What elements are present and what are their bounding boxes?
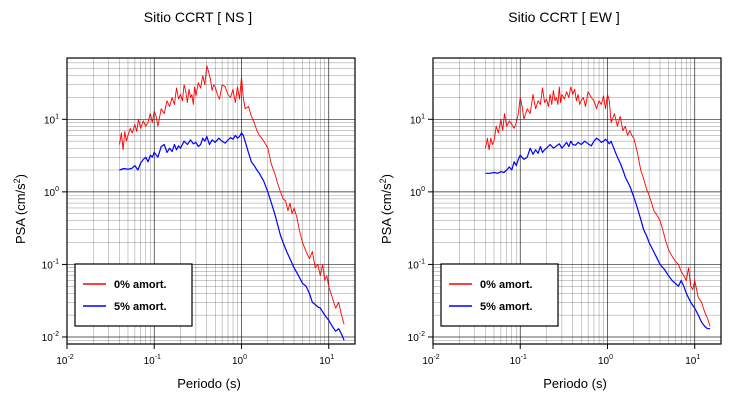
chart-2-ytick-label: 10-2 — [408, 331, 425, 344]
chart-1-frame — [66, 57, 356, 345]
chart-2-xtick-label: 101 — [685, 354, 700, 367]
chart-2-series-group — [485, 86, 711, 330]
chart-2-legend-box — [440, 263, 559, 327]
chart-2-xlabel: Periodo (s) — [543, 376, 607, 391]
chart-2-legend: 0% amort. 5% amort. — [440, 263, 559, 327]
chart-1-series-2-line — [119, 132, 345, 341]
chart-1-xlabel: Periodo (s) — [177, 376, 241, 391]
chart-2-ylabel: PSA (cm/s2) — [378, 174, 394, 244]
chart-1-xtick-label: 100 — [232, 354, 247, 367]
chart-1-xtick-label: 10-2 — [56, 354, 73, 367]
chart-1-ytick-label: 10-2 — [42, 331, 59, 344]
chart-1-ytick-label: 100 — [44, 186, 59, 199]
chart-2-ytick-label: 10-1 — [408, 258, 425, 271]
chart-2-ytick-label: 101 — [410, 113, 425, 126]
chart-2-legend-label-1: 0% amort. — [480, 279, 533, 291]
chart-1-xtick-label: 101 — [319, 354, 334, 367]
chart-2-legend-label-2: 5% amort. — [480, 301, 533, 313]
chart-1-legend-label-1: 0% amort. — [114, 279, 167, 291]
chart-1-ytick-label: 10-1 — [42, 258, 59, 271]
chart-1-legend-box — [74, 263, 193, 327]
chart-2-series-1-line — [485, 86, 711, 327]
chart-2-xtick-label: 100 — [598, 354, 613, 367]
chart-2-xtick-label: 10-1 — [510, 354, 527, 367]
chart-2-title: Sitio CCRT [ EW ] — [508, 9, 620, 25]
chart-2-series-2-line — [485, 137, 711, 330]
chart-1-panel: 10-2 10-1 100 101 10-2 10-1 100 101 Sitio CCRT [… — [12, 9, 356, 391]
chart-1-ylabel: PSA (cm/s2) — [12, 174, 28, 244]
chart-1-title: Sitio CCRT [ NS ] — [144, 9, 252, 25]
chart-1-grid — [66, 57, 356, 345]
chart-2-frame — [432, 57, 722, 345]
chart-1-xtick-label: 10-1 — [144, 354, 161, 367]
chart-2-xtick-label: 10-2 — [422, 354, 439, 367]
chart-1-ytick-label: 101 — [44, 113, 59, 126]
chart-1-legend: 0% amort. 5% amort. — [74, 263, 193, 327]
chart-1-series-group — [119, 65, 345, 341]
chart-1-legend-label-2: 5% amort. — [114, 301, 167, 313]
chart-1-series-1-line — [119, 65, 345, 325]
chart-2-ytick-label: 100 — [410, 186, 425, 199]
chart-2-panel: 10-2 10-1 100 101 10-2 10-1 100 101 Sitio CCRT [… — [378, 9, 722, 391]
